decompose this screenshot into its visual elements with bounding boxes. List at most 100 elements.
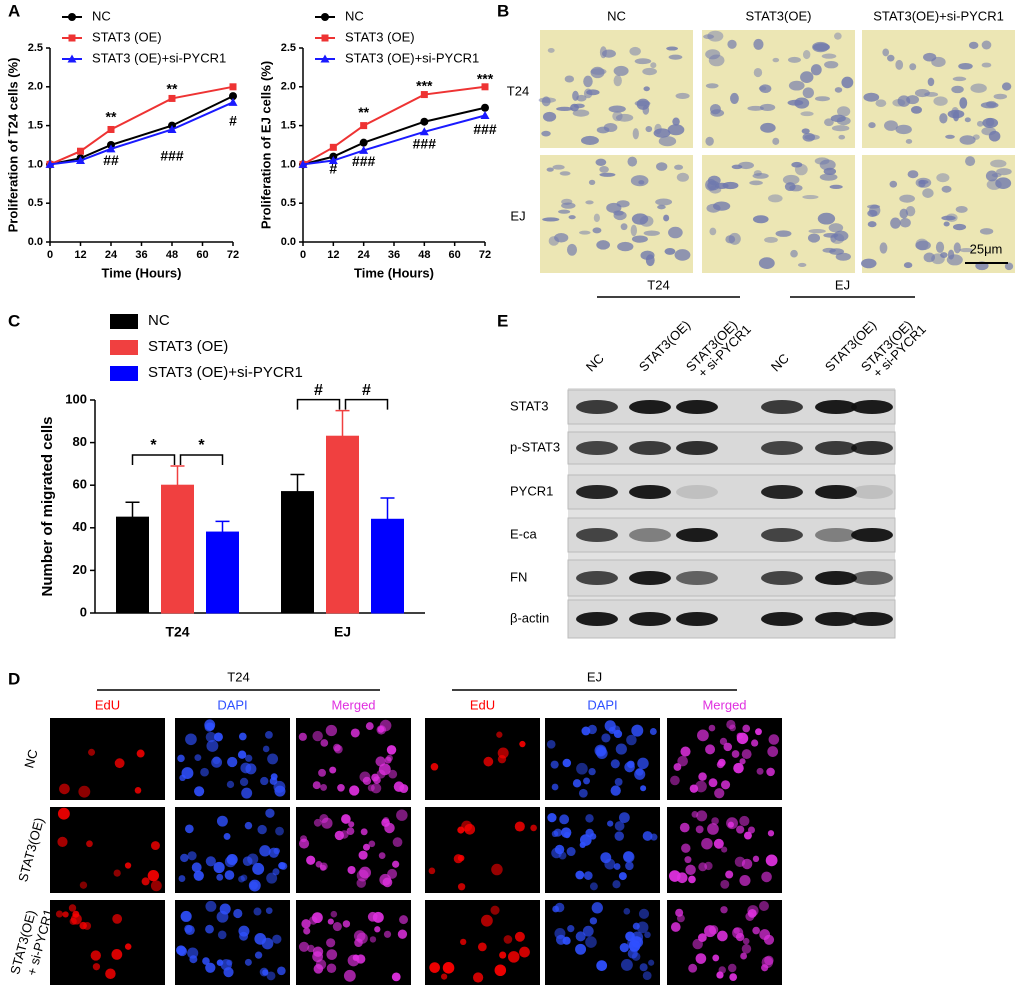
nucleus (483, 756, 494, 767)
cell (613, 75, 622, 87)
cell (953, 242, 961, 254)
nucleus (741, 944, 752, 954)
nucleus (747, 826, 756, 834)
nucleus (727, 963, 737, 973)
band (761, 441, 803, 455)
nucleus (265, 907, 273, 914)
y-tick-label: 1.5 (28, 120, 43, 132)
nucleus (254, 951, 263, 959)
nucleus (499, 951, 507, 959)
significance-bracket (131, 454, 176, 466)
nucleus (360, 828, 368, 836)
cell (547, 47, 555, 53)
nucleus (362, 843, 370, 851)
nucleus (761, 964, 769, 972)
cell (758, 86, 767, 91)
nucleus (298, 732, 307, 741)
x-tick-label: 0 (300, 249, 306, 261)
cell (632, 128, 639, 140)
channel-label: DAPI (217, 697, 247, 712)
cell (627, 156, 638, 167)
nucleus (614, 831, 624, 841)
bar (371, 518, 404, 614)
nucleus (575, 943, 587, 955)
cell (703, 34, 715, 40)
cell (958, 62, 973, 70)
nucleus (559, 814, 570, 825)
nucleus (396, 809, 408, 821)
nucleus (428, 867, 436, 875)
nucleus (260, 776, 269, 786)
nucleus (326, 949, 338, 960)
nucleus (266, 971, 276, 981)
nucleus (743, 831, 752, 840)
bar (206, 531, 239, 614)
nucleus (320, 783, 328, 791)
nucleus (477, 942, 487, 952)
nucleus (273, 780, 286, 793)
band (815, 612, 857, 626)
nucleus (213, 732, 223, 742)
x-tick-label: EJ (334, 624, 351, 640)
cell (707, 30, 724, 42)
band (851, 400, 893, 414)
nucleus (673, 763, 682, 771)
nucleus (623, 851, 635, 863)
bar (326, 435, 359, 614)
band (676, 441, 718, 455)
nucleus (496, 731, 503, 738)
scale-bar-label: 25μm (970, 241, 1003, 256)
marker (229, 83, 237, 91)
legend-marker (67, 54, 77, 63)
nucleus (239, 931, 249, 941)
nucleus (321, 817, 333, 829)
nucleus (352, 954, 360, 961)
nucleus (625, 861, 634, 871)
bar (116, 516, 149, 614)
nucleus (320, 739, 329, 747)
nucleus (309, 916, 318, 925)
cell (554, 233, 569, 243)
cell (576, 94, 587, 102)
nucleus (240, 762, 252, 774)
nucleus (244, 821, 253, 830)
nucleus (613, 729, 623, 739)
cell (709, 227, 717, 236)
x-tick-label: T24 (165, 624, 189, 640)
cell (936, 173, 950, 183)
nucleus (226, 959, 233, 966)
significance-bracket (296, 398, 341, 410)
band (576, 612, 618, 626)
nucleus (216, 873, 224, 881)
cell (561, 198, 573, 205)
nucleus (184, 824, 194, 834)
cell (566, 243, 578, 256)
nucleus (442, 962, 455, 974)
nucleus (713, 838, 724, 849)
cell (808, 228, 826, 234)
significance-label: * (198, 437, 205, 454)
nucleus (180, 910, 192, 922)
cell (759, 84, 772, 93)
nucleus (670, 775, 680, 786)
cell (817, 212, 836, 225)
nucleus (497, 755, 507, 764)
nucleus (589, 833, 597, 840)
band (676, 400, 718, 414)
cell (747, 105, 764, 111)
nucleus (136, 749, 145, 758)
nucleus (583, 777, 591, 785)
nucleus (490, 905, 500, 915)
nucleus (279, 862, 288, 870)
band (851, 528, 893, 542)
nucleus (589, 917, 598, 925)
band (761, 571, 803, 585)
cell (985, 117, 995, 127)
band (815, 441, 857, 455)
nucleus (227, 756, 238, 768)
legend-label: STAT3 (OE)+si-PYCR1 (345, 50, 479, 65)
cell (752, 173, 769, 179)
cell (835, 252, 851, 261)
nucleus (430, 763, 439, 771)
marker (328, 156, 338, 165)
